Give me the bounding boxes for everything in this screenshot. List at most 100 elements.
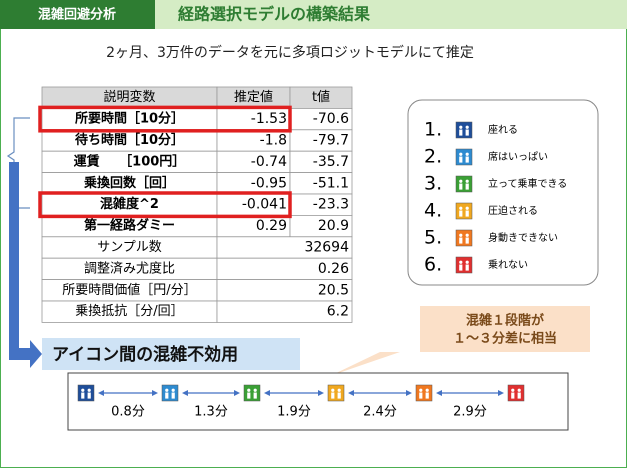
icon-person [87, 388, 91, 392]
table-value: -0.041 [242, 197, 287, 213]
crowd-icon [507, 384, 525, 402]
stat-value: 20.5 [318, 282, 349, 298]
icon-person [247, 392, 251, 399]
crowd-icon [77, 384, 95, 402]
table-value: -35.7 [313, 154, 349, 170]
icon-person [459, 125, 463, 129]
scale-box [67, 372, 569, 431]
icon-person [465, 210, 469, 217]
table-label: 第一経路ダミー [84, 218, 175, 234]
icon-person [517, 388, 521, 392]
icon-person [465, 260, 469, 264]
table-value: -51.1 [313, 175, 349, 191]
stat-label: サンプル数 [97, 240, 162, 255]
table-value: -1.53 [251, 111, 287, 127]
icon-person [171, 392, 175, 399]
stat-label: 所要時間価値［円/分］ [62, 282, 196, 298]
icon-person [459, 233, 463, 237]
crowd-icon [455, 148, 473, 166]
legend-label: 乗れない [488, 259, 528, 271]
crowd-icon [415, 384, 433, 402]
highlight-box [38, 105, 292, 133]
icon-person [81, 388, 85, 392]
gap-label: 1.3分 [194, 405, 228, 420]
legend-number: 2. [424, 146, 442, 168]
callout-line: 混雑１段階が [466, 313, 544, 329]
table-label: 混雑度^2 [100, 196, 159, 212]
legend-number: 4. [424, 200, 442, 222]
icon-person [419, 392, 423, 399]
table-value: -1.8 [260, 133, 287, 149]
icon-person [465, 152, 469, 156]
stat-value: 32694 [304, 240, 349, 256]
legend-number: 1. [424, 119, 442, 141]
header-tag: 混雑回避分析 [38, 7, 116, 23]
icon-person [459, 210, 463, 217]
gap-label: 2.4分 [363, 405, 397, 420]
table-value: -0.74 [251, 154, 287, 170]
stat-label: 乗換抵抗［分/回］ [75, 304, 183, 319]
table-value: -0.95 [251, 175, 287, 191]
legend-label: 立って乗車できる [488, 177, 567, 190]
icon-person [459, 260, 463, 264]
callout-bg [330, 306, 590, 376]
table-header: t値 [312, 89, 330, 105]
icon-person [87, 392, 91, 399]
table-value: -70.6 [313, 111, 349, 127]
banner: アイコン間の混雑不効用 [52, 344, 238, 365]
gap-label: 1.9分 [277, 405, 311, 420]
legend-number: 6. [424, 254, 442, 276]
table-value: -79.7 [313, 133, 349, 149]
legend-number: 5. [424, 227, 442, 249]
icon-person [459, 129, 463, 136]
legend-label: 圧迫される [488, 204, 538, 217]
icon-person [465, 179, 469, 183]
stat-value: 0.26 [318, 261, 349, 277]
icon-person [81, 392, 85, 399]
icon-person [511, 392, 515, 399]
legend-label: 席はいっぱい [488, 150, 548, 163]
crowd-icon [455, 175, 473, 193]
icon-person [459, 183, 463, 190]
header-title-bg [155, 0, 627, 29]
header-title: 経路選択モデルの構築結果 [178, 5, 370, 24]
gap-label: 2.9分 [453, 405, 487, 420]
icon-person [253, 392, 257, 399]
icon-person [171, 388, 175, 392]
icon-person [511, 388, 515, 392]
icon-person [465, 125, 469, 129]
callout-line: １～３分差に相当 [453, 331, 557, 347]
icon-person [459, 179, 463, 183]
header-tag-bg [0, 0, 155, 29]
icon-person [165, 388, 169, 392]
table-value: 20.9 [318, 218, 349, 234]
table-header: 推定値 [234, 89, 273, 105]
icon-person [419, 388, 423, 392]
icon-person [459, 206, 463, 210]
scale-arrowhead [264, 390, 324, 396]
icon-person [459, 264, 463, 271]
crowd-icon [161, 384, 179, 402]
stat-label: 調整済み尤度比 [84, 260, 175, 276]
icon-person [459, 152, 463, 156]
icon-person [425, 392, 429, 399]
table-value: -23.3 [313, 197, 349, 213]
icon-person [331, 388, 335, 392]
crowd-icon [455, 121, 473, 139]
table-label: 乗換回数［回］ [83, 175, 175, 191]
icon-person [465, 129, 469, 136]
legend-box [407, 99, 599, 286]
icon-person [165, 392, 169, 399]
banner-bg [42, 338, 300, 370]
icon-person [247, 388, 251, 392]
icon-person [425, 388, 429, 392]
scale-arrowhead [98, 390, 158, 396]
table-label: 待ち時間［10分］ [74, 132, 184, 148]
icon-person [465, 156, 469, 163]
scale-arrowhead [182, 390, 240, 396]
table-label: 運賃 ［100円］ [74, 153, 186, 169]
icon-person [465, 233, 469, 237]
icon-person [337, 392, 341, 399]
table-value: 0.29 [256, 218, 287, 234]
